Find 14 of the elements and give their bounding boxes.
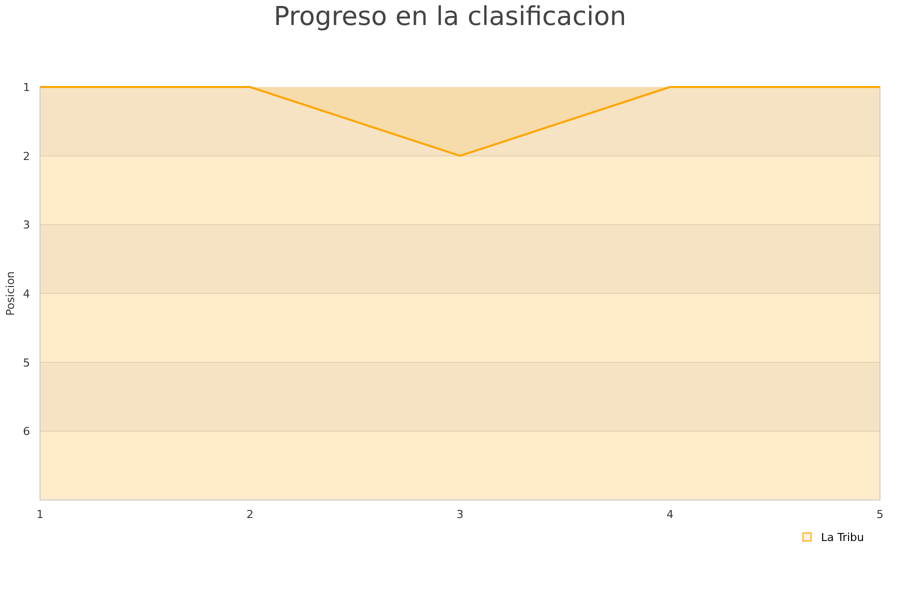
y-tick-label: 2 xyxy=(23,150,30,163)
y-tick-label: 5 xyxy=(23,356,30,370)
legend-label: La Tribu xyxy=(821,531,864,544)
y-tick-label: 1 xyxy=(23,81,30,94)
x-tick-label: 4 xyxy=(666,508,674,521)
y-tick-label: 4 xyxy=(23,288,30,300)
x-tick-label: 2 xyxy=(246,508,254,521)
x-tick-label: 5 xyxy=(876,508,884,521)
y-tick-label: 3 xyxy=(23,218,30,232)
chart-title: Progreso en la clasificacion xyxy=(274,2,626,32)
x-tick-label: 3 xyxy=(456,508,464,521)
y-tick-label: 6 xyxy=(23,425,30,438)
x-tick-label: 1 xyxy=(36,508,44,521)
y-axis-title: Posicion xyxy=(4,271,17,316)
